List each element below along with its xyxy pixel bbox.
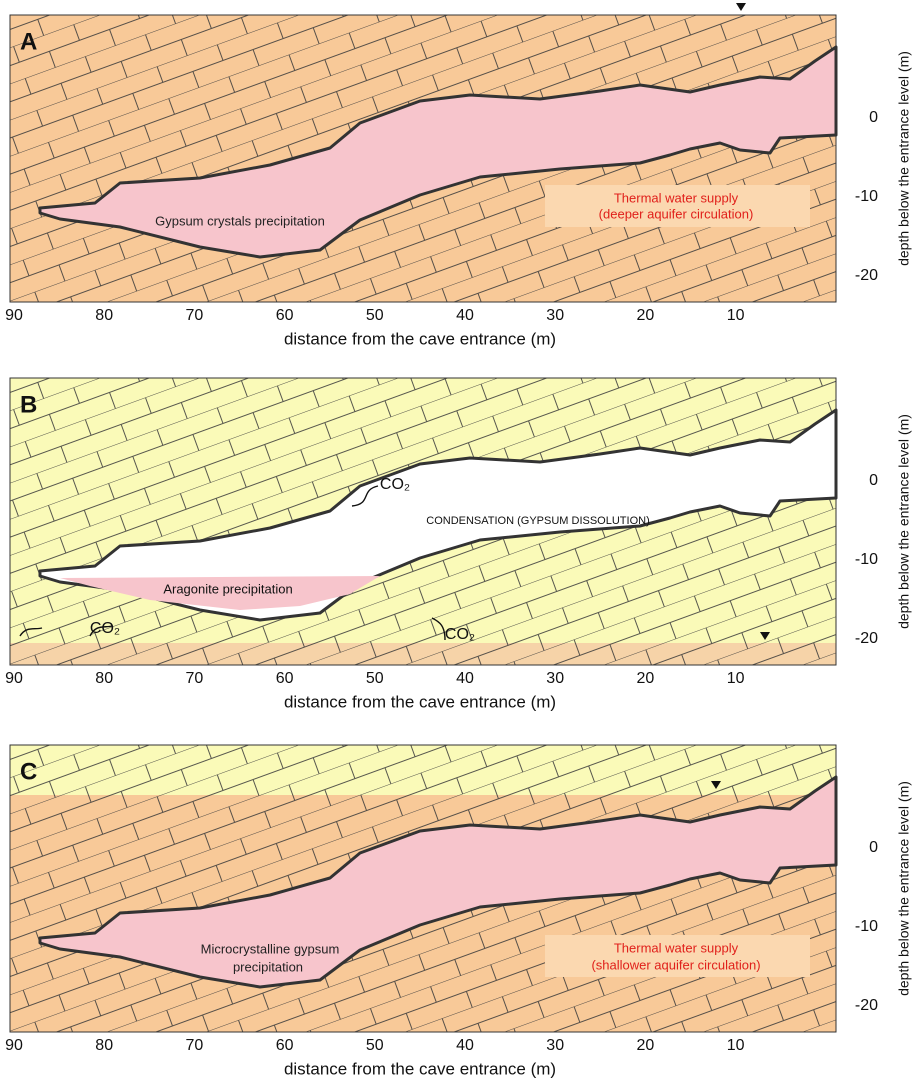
x-tick-label: 40 [456,307,474,324]
label-box [545,935,810,977]
y-tick-label: -20 [855,997,878,1014]
y-axis-title: depth below the entrance level (m) [896,781,912,996]
panel-label: B [20,391,37,418]
panel-label: A [20,28,37,55]
annotation: precipitation [233,959,303,974]
co2-arrow [351,485,379,507]
annotation: CONDENSATION (GYPSUM DISSOLUTION) [426,515,649,527]
panel: A Gypsum crystals precipitation Thermal wa… [5,3,912,348]
annotation: (deeper aquifer circulation) [599,206,754,221]
x-tick-label: 30 [546,1037,564,1054]
x-tick-label: 80 [95,670,113,687]
panel-frame [9,14,837,303]
x-tick-label: 80 [95,1037,113,1054]
y-tick-label: -10 [855,188,878,205]
panel-frame [9,744,837,1033]
co2-arrow [19,627,43,637]
annotation: (shallower aquifer circulation) [591,957,760,972]
annotation: Microcrystalline gypsum [201,941,340,956]
x-tick-label: 40 [456,670,474,687]
annotation: CO₂ [445,626,475,643]
x-tick-label: 50 [366,307,384,324]
x-tick-label: 30 [546,307,564,324]
panel-label: C [20,758,37,785]
x-tick-label: 70 [186,670,204,687]
x-tick-label: 30 [546,670,564,687]
x-tick-label: 60 [276,670,294,687]
x-tick-label: 90 [5,670,23,687]
x-tick-label: 50 [366,1037,384,1054]
x-axis-title: distance from the cave entrance (m) [284,1059,556,1078]
label-box [545,185,810,227]
x-tick-label: 60 [276,1037,294,1054]
x-tick-label: 20 [637,670,655,687]
panel: C Microcrystalline gypsum precipitation The… [5,744,912,1078]
annotation: Gypsum crystals precipitation [155,213,325,228]
x-tick-label: 90 [5,1037,23,1054]
co2-arrow [89,625,113,637]
x-tick-label: 20 [637,1037,655,1054]
y-tick-label: 0 [869,109,878,126]
annotation: CO₂ [380,476,410,493]
y-tick-label: 0 [869,839,878,856]
annotation: Thermal water supply [614,940,739,955]
x-axis-title: distance from the cave entrance (m) [284,329,556,348]
x-tick-label: 90 [5,307,23,324]
panel-frame [9,377,837,666]
x-tick-label: 60 [276,307,294,324]
water-table [736,3,746,11]
water-table [760,632,770,640]
x-tick-label: 40 [456,1037,474,1054]
y-tick-label: -20 [855,267,878,284]
co2-arrow [431,617,446,641]
y-axis-title: depth below the entrance level (m) [896,51,912,266]
x-tick-label: 10 [727,307,745,324]
y-tick-label: -10 [855,551,878,568]
x-tick-label: 20 [637,307,655,324]
annotation: CO₂ [90,620,120,637]
x-tick-label: 70 [186,307,204,324]
x-tick-label: 50 [366,670,384,687]
annotation: Thermal water supply [614,190,739,205]
y-tick-label: -20 [855,630,878,647]
x-axis-title: distance from the cave entrance (m) [284,692,556,711]
panel: B CONDENSATION (GYPSUM DISSOLUTION) CO₂ Ara… [5,377,912,711]
x-tick-label: 10 [727,1037,745,1054]
x-tick-label: 10 [727,670,745,687]
y-tick-label: -10 [855,918,878,935]
x-tick-label: 80 [95,307,113,324]
y-axis-title: depth below the entrance level (m) [896,414,912,629]
x-tick-label: 70 [186,1037,204,1054]
y-tick-label: 0 [869,472,878,489]
water-table [711,781,721,789]
aragonite-zone [60,576,380,610]
annotation: Aragonite precipitation [163,581,292,596]
